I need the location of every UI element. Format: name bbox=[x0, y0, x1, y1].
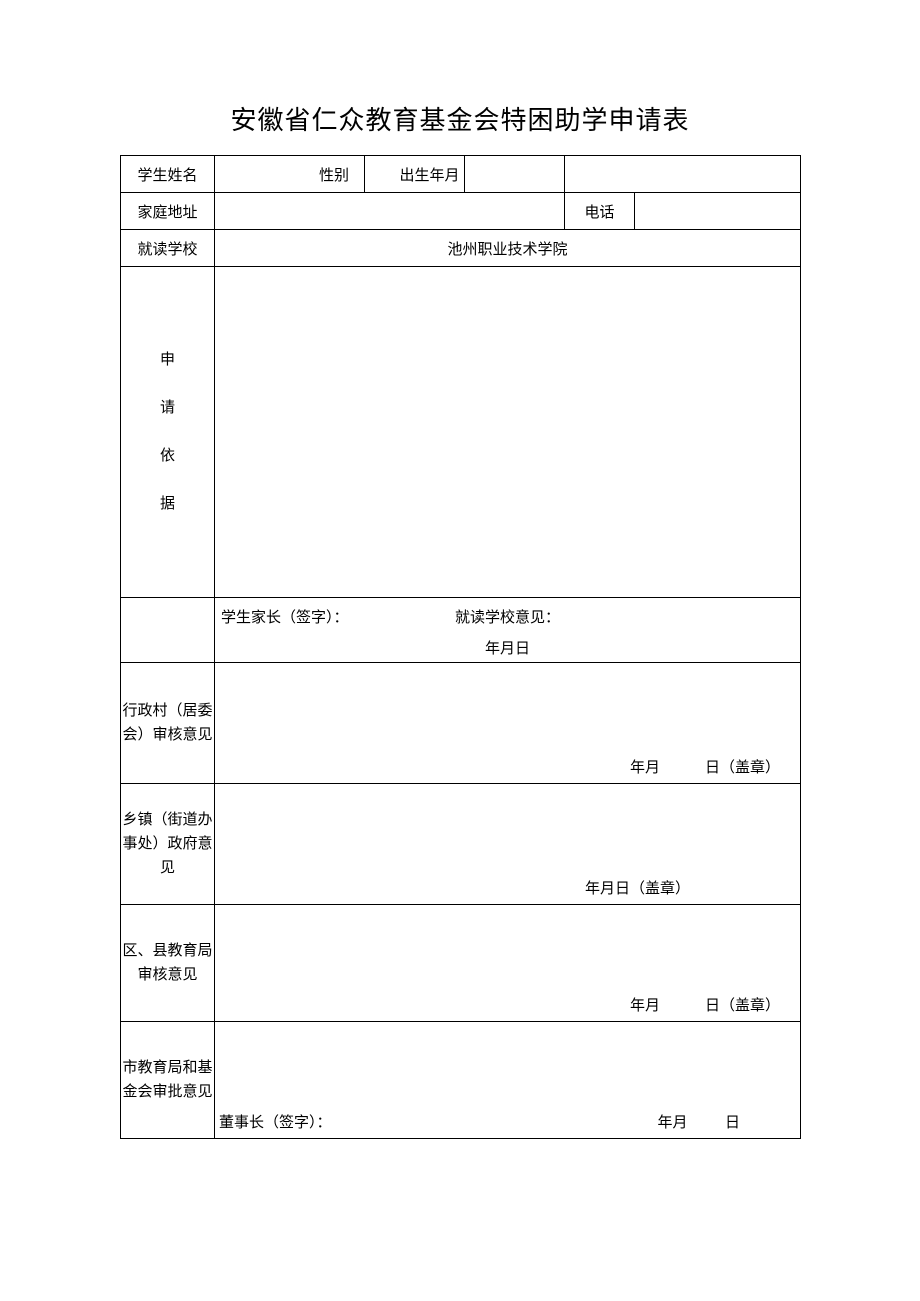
label-township-gov-opinion: 乡镇（街道办事处）政府意见 bbox=[121, 784, 215, 905]
label-gender: 性别 bbox=[304, 164, 364, 185]
basis-char-1: 申 bbox=[121, 336, 214, 384]
basis-char-2: 请 bbox=[121, 384, 214, 432]
value-county-edu-opinion: 年月 日（盖章） bbox=[215, 905, 801, 1022]
date-seal-county: 年月 日（盖章） bbox=[630, 994, 780, 1015]
label-parent-signature: 学生家长（签字）： bbox=[221, 606, 349, 627]
basis-char-3: 依 bbox=[121, 432, 214, 480]
value-home-address bbox=[215, 193, 565, 230]
label-city-edu-foundation-opinion: 市教育局和基金会审批意见 bbox=[121, 1022, 215, 1139]
label-sig-date: 年月日 bbox=[455, 637, 560, 658]
label-village-committee-opinion: 行政村（居委会）审核意见 bbox=[121, 663, 215, 784]
value-application-basis bbox=[215, 267, 801, 598]
cell-student-name-and-gender-label: 性别 bbox=[215, 156, 365, 193]
date-seal-township: 年月日（盖章） bbox=[585, 877, 690, 898]
label-application-basis: 申 请 依 据 bbox=[121, 267, 215, 598]
date-city-foundation: 年月 日 bbox=[657, 1111, 740, 1132]
date-seal-village: 年月 日（盖章） bbox=[630, 756, 780, 777]
label-dob: 出生年月 bbox=[395, 164, 464, 185]
value-dob bbox=[465, 156, 565, 193]
label-school-opinion: 就读学校意见： bbox=[455, 606, 560, 627]
label-home-address: 家庭地址 bbox=[121, 193, 215, 230]
cell-photo-or-blank bbox=[565, 156, 801, 193]
value-city-edu-foundation-opinion: 董事长（签字）： 年月 日 bbox=[215, 1022, 801, 1139]
label-school-opinion-and-date: 就读学校意见： 年月日 bbox=[455, 606, 560, 658]
label-basis-continuation bbox=[121, 598, 215, 663]
label-school: 就读学校 bbox=[121, 230, 215, 267]
value-school: 池州职业技术学院 bbox=[215, 230, 801, 267]
form-title: 安徽省仁众教育基金会特困助学申请表 bbox=[120, 100, 800, 137]
label-chairman-signature: 董事长（签字）： bbox=[219, 1111, 332, 1132]
value-gender-and-dob-label: 出生年月 bbox=[365, 156, 465, 193]
label-student-name: 学生姓名 bbox=[121, 156, 215, 193]
label-county-edu-opinion: 区、县教育局审核意见 bbox=[121, 905, 215, 1022]
label-phone: 电话 bbox=[565, 193, 635, 230]
value-village-committee-opinion: 年月 日（盖章） bbox=[215, 663, 801, 784]
basis-char-4: 据 bbox=[121, 480, 214, 528]
application-form-table: 学生姓名 性别 出生年月 家庭地址 电话 bbox=[120, 155, 801, 1139]
value-township-gov-opinion: 年月日（盖章） bbox=[215, 784, 801, 905]
cell-parent-school-signature: 学生家长（签字）： 就读学校意见： 年月日 bbox=[215, 598, 801, 663]
value-phone bbox=[635, 193, 801, 230]
